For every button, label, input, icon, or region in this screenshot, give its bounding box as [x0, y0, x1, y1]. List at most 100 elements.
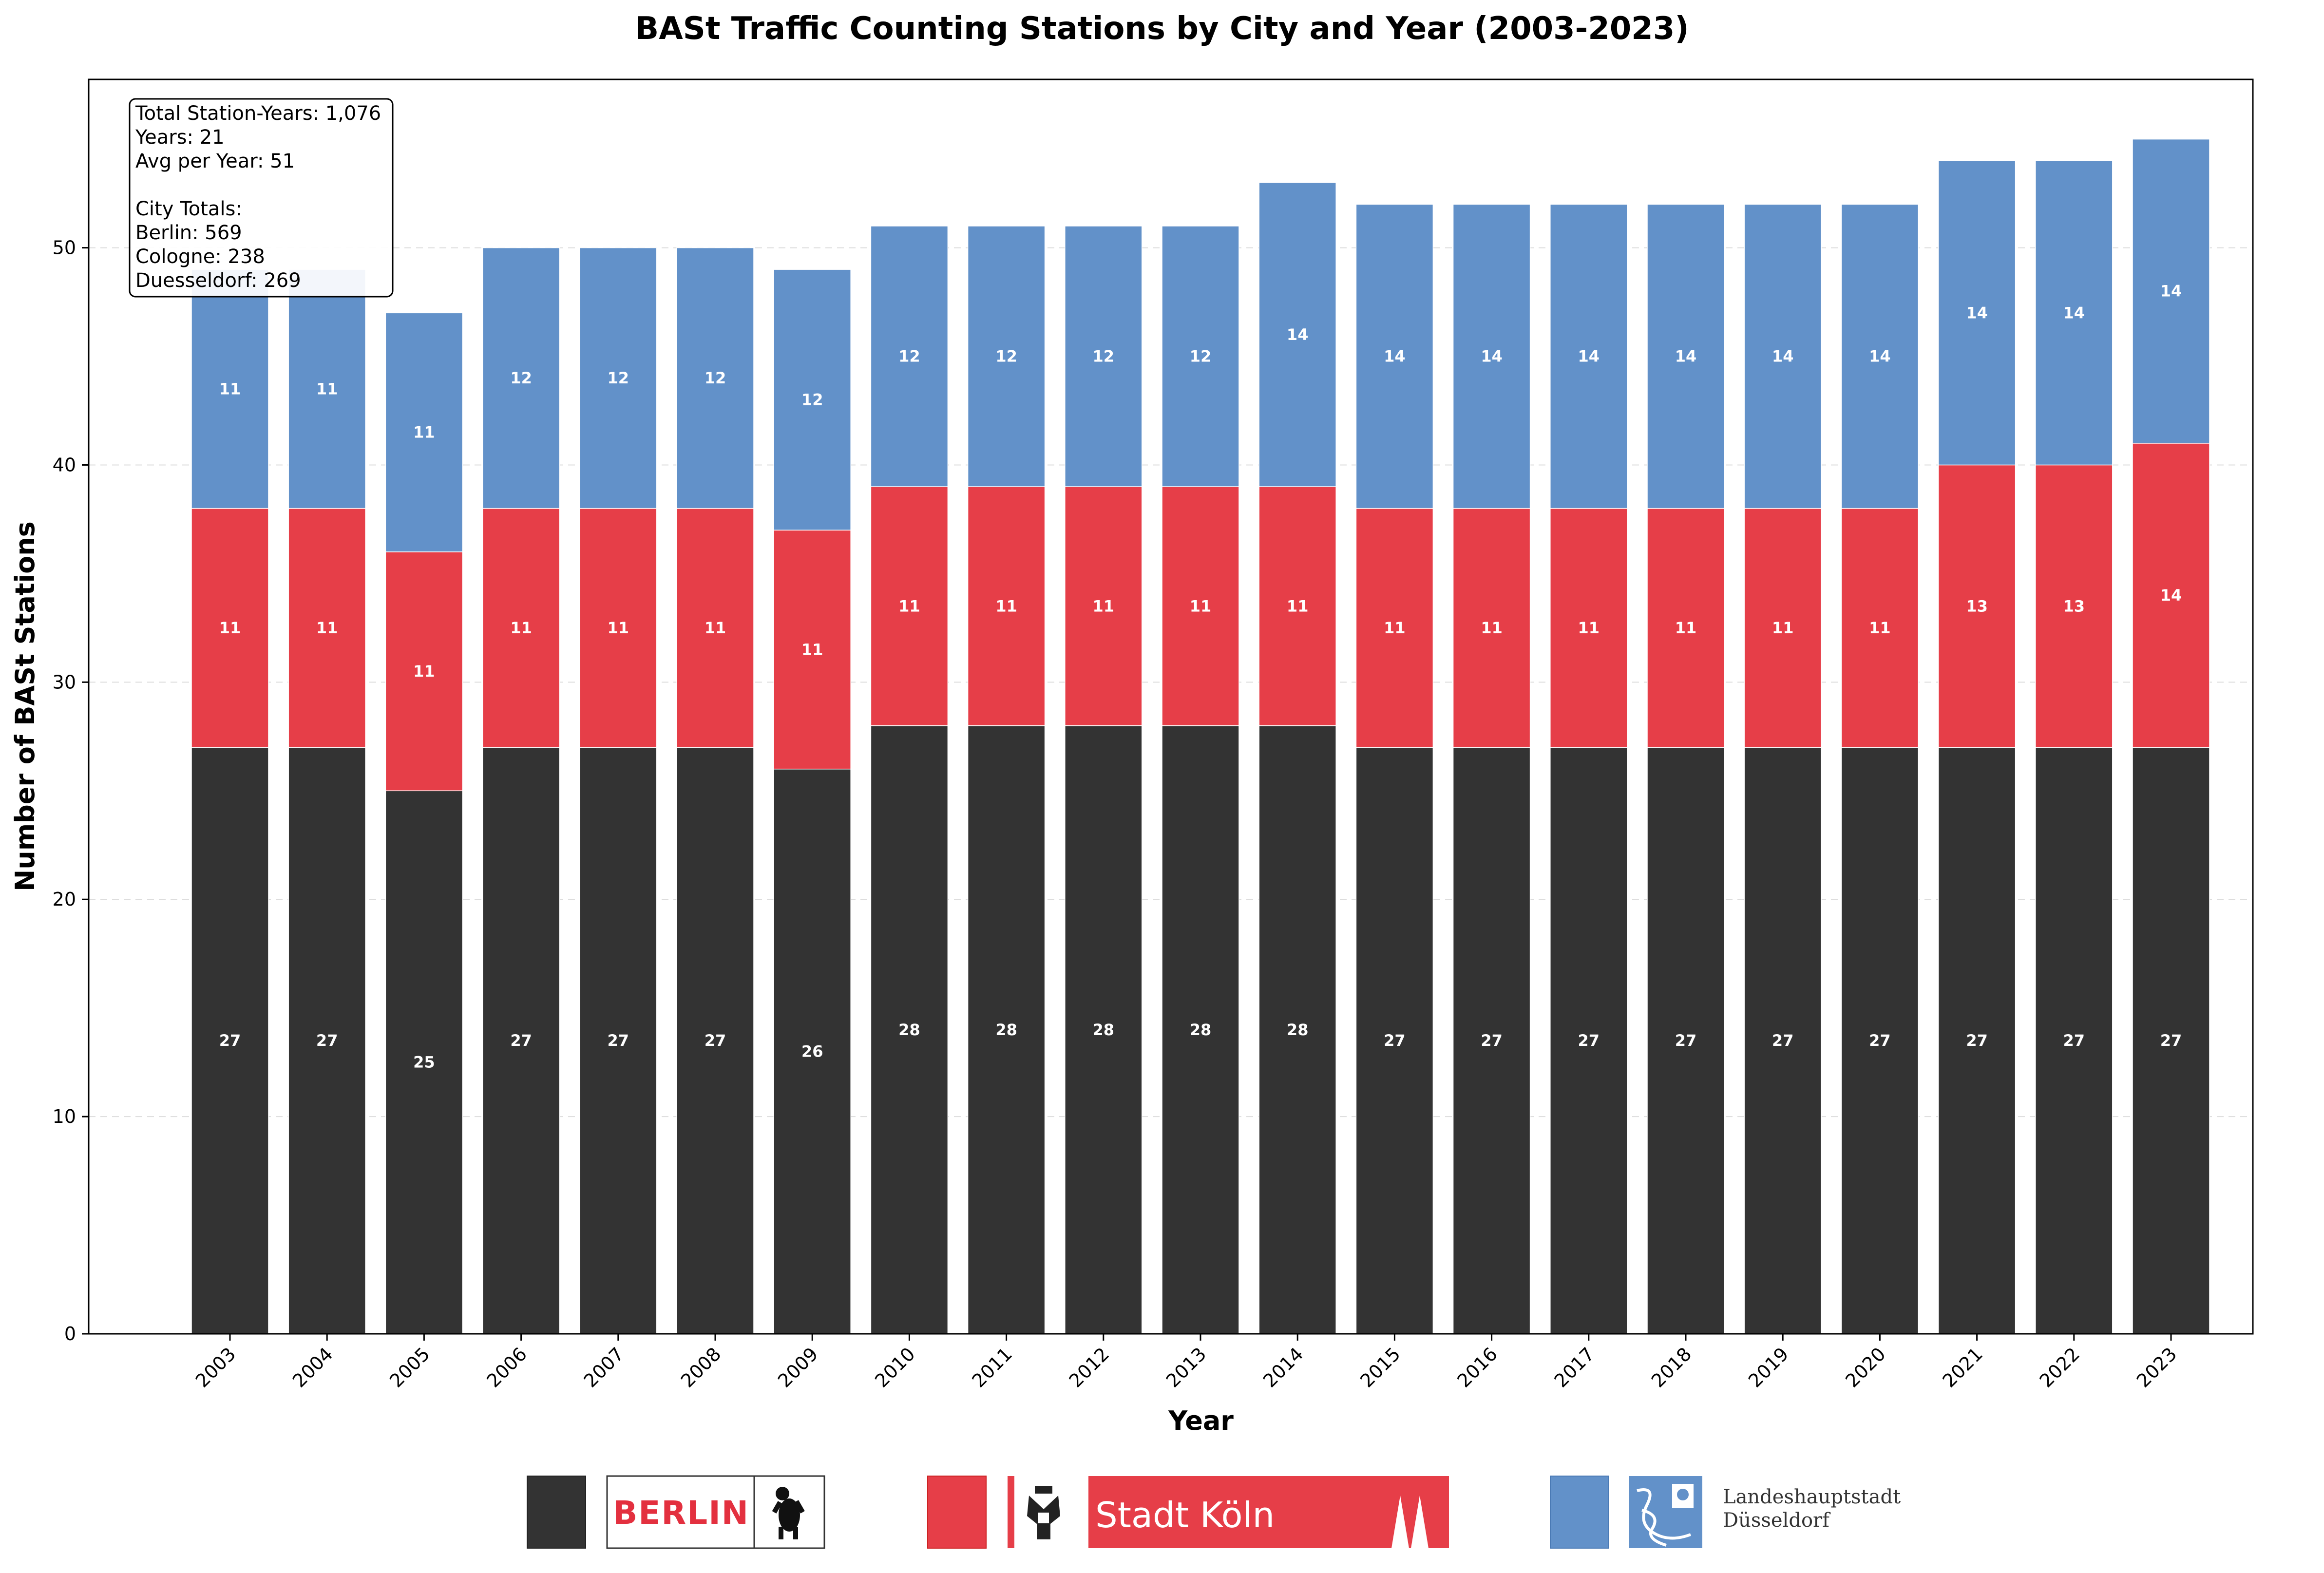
bar-segment-2013-1: [1162, 486, 1239, 726]
bar-value-label: 27: [1481, 1031, 1503, 1050]
y-tick-label: 0: [64, 1323, 76, 1345]
bar-labels: 27 11 11 27 11 11 25 11 11 27 11 12 27 11 12 27 11 12 26 11…: [219, 282, 2182, 1072]
bar-segment-2015-1: [1355, 508, 1434, 748]
bar-value-label: 14: [2160, 282, 2182, 301]
bar-value-label: 14: [1287, 325, 1309, 344]
bar-segment-2014-0: [1258, 725, 1336, 1334]
legend-swatch-koeln: [927, 1476, 987, 1549]
bar-segment-2011-1: [967, 486, 1046, 726]
bar-segment-2016-0: [1452, 747, 1531, 1334]
bar-value-label: 27: [1869, 1031, 1891, 1050]
bar-value-label: 11: [1675, 619, 1697, 637]
bar-value-label: 12: [510, 369, 532, 387]
x-tick-label: 2008: [677, 1343, 725, 1392]
bar-segment-2015-2: [1355, 204, 1434, 509]
bar-segment-2022-1: [2035, 464, 2113, 748]
bar-value-label: 12: [801, 391, 823, 409]
logo-koeln-text: Stadt Köln: [1095, 1495, 1275, 1535]
stats-box-frame: [129, 98, 394, 298]
bar-value-label: 25: [413, 1053, 435, 1072]
stats-line: Cologne: 238: [135, 246, 265, 268]
x-tick-label: 2014: [1259, 1343, 1308, 1392]
bar-segment-2006-0: [482, 747, 560, 1334]
x-tick-label: 2019: [1744, 1343, 1793, 1392]
x-tick-label: 2011: [968, 1343, 1016, 1392]
legend: BERLIN Stadt Köln: [527, 1475, 1901, 1549]
x-tick-label: 2017: [1550, 1343, 1599, 1392]
logo-berlin: BERLIN: [606, 1475, 825, 1549]
x-tick-label: 2010: [871, 1343, 919, 1392]
bar-segment-2021-1: [1938, 464, 2016, 748]
bar-value-label: 12: [705, 369, 726, 387]
bar-segment-2022-2: [2035, 160, 2113, 466]
bar-value-label: 28: [1190, 1021, 1212, 1039]
stats-line: Berlin: 569: [135, 222, 242, 244]
bar-segment-2020-1: [1841, 508, 1919, 748]
bar-segment-2006-2: [482, 247, 560, 509]
bar-segment-2010-2: [870, 226, 949, 487]
bar-segment-2003-1: [191, 508, 269, 748]
bar-value-label: 13: [2063, 597, 2085, 615]
bar-value-label: 27: [510, 1031, 532, 1050]
bar-value-label: 27: [608, 1031, 629, 1050]
x-tick-label: 2018: [1647, 1343, 1696, 1392]
bar-segment-2023-2: [2132, 138, 2210, 444]
logo-koeln-stripe: [1008, 1476, 1014, 1548]
bar-segment-2003-2: [191, 269, 269, 509]
bar-value-label: 14: [1869, 347, 1891, 366]
bar-segment-2017-1: [1550, 508, 1628, 748]
bar-segment-2023-1: [2132, 443, 2210, 748]
y-axis-ticks: 0 10 20 30 40 50: [53, 237, 89, 1345]
bar-segment-2010-1: [870, 486, 949, 726]
bar-value-label: 27: [2063, 1031, 2085, 1050]
x-tick-label: 2013: [1162, 1343, 1211, 1392]
bar-segment-2018-1: [1647, 508, 1725, 748]
bar-segment-2003-0: [191, 747, 269, 1334]
bar-value-label: 27: [219, 1031, 241, 1050]
logo-duesseldorf-line1: Landeshauptstadt: [1723, 1486, 1901, 1508]
bar-segment-2016-1: [1452, 508, 1531, 748]
bar-segment-2005-1: [385, 551, 463, 792]
bar-segment-2011-2: [967, 226, 1046, 487]
bar-segment-2022-0: [2035, 747, 2113, 1334]
bar-value-label: 11: [1869, 619, 1891, 637]
bar-segment-2018-2: [1647, 204, 1725, 509]
bar-value-label: 11: [510, 619, 532, 637]
bar-segment-2008-1: [676, 508, 754, 748]
bar-segment-2014-1: [1258, 486, 1336, 726]
x-tick-label: 2003: [191, 1343, 240, 1392]
legend-swatch-berlin: [527, 1476, 586, 1549]
bar-segment-2021-0: [1938, 747, 2016, 1334]
x-axis-label: Year: [1168, 1405, 1234, 1436]
bar-value-label: 12: [898, 347, 920, 366]
stats-line: City Totals:: [135, 198, 242, 220]
y-tick-label: 20: [53, 889, 76, 910]
bar-segment-2013-2: [1162, 226, 1239, 487]
y-tick-label: 50: [53, 237, 76, 259]
bar-value-label: 13: [1966, 597, 1988, 615]
bar-value-label: 14: [1966, 303, 1988, 322]
x-tick-label: 2009: [774, 1343, 822, 1392]
bar-value-label: 11: [705, 619, 726, 637]
bar-value-label: 12: [1093, 347, 1115, 366]
bar-value-label: 27: [2160, 1031, 2182, 1050]
bar-value-label: 11: [1384, 619, 1406, 637]
x-tick-label: 2004: [288, 1343, 337, 1392]
bar-value-label: 27: [1966, 1031, 1988, 1050]
bar-segment-2012-1: [1065, 486, 1143, 726]
bar-value-label: 11: [801, 640, 823, 659]
bar-segment-2007-0: [579, 747, 657, 1334]
plot-frame: [88, 78, 2254, 1335]
stats-line: Years: 21: [135, 126, 225, 149]
bar-value-label: 11: [316, 619, 338, 637]
bar-value-label: 11: [316, 379, 338, 398]
bar-segment-2007-1: [579, 508, 657, 748]
bar-value-label: 11: [1190, 597, 1212, 615]
legend-swatch-duesseldorf: [1550, 1476, 1609, 1549]
bar-value-label: 28: [898, 1021, 920, 1039]
bar-value-label: 27: [1578, 1031, 1600, 1050]
cathedral-spires-icon: [1391, 1496, 1429, 1548]
bar-segment-2012-0: [1065, 725, 1143, 1334]
